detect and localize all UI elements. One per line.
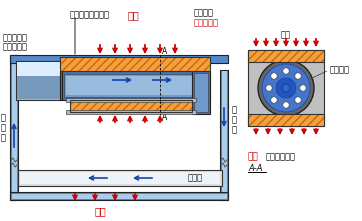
Text: 御
板
縁: 御 板 縁 [232, 106, 237, 134]
Bar [194, 73, 208, 112]
Circle shape [276, 78, 296, 98]
Text: 蒸発器（円筒形）: 蒸発器（円筒形） [70, 10, 110, 19]
Circle shape [295, 97, 301, 103]
Circle shape [283, 102, 289, 108]
Circle shape [271, 73, 277, 79]
Text: ウィック: ウィック [194, 8, 214, 17]
Text: 凝縮器: 凝縮器 [188, 173, 203, 183]
Bar [60, 71, 210, 100]
Bar [17, 76, 61, 99]
Bar [60, 57, 210, 71]
Circle shape [271, 97, 277, 103]
Text: グルーブ: グルーブ [330, 65, 350, 74]
Text: （多孔質）: （多孔質） [194, 18, 219, 27]
Bar [64, 74, 206, 97]
Bar [66, 98, 196, 102]
Text: A-A: A-A [248, 164, 262, 173]
Bar [222, 71, 227, 199]
Bar [16, 61, 62, 100]
Bar [18, 170, 222, 186]
Bar [10, 55, 18, 200]
Text: 放熱: 放熱 [94, 206, 106, 216]
Bar [248, 114, 324, 126]
Bar [70, 100, 192, 112]
Circle shape [300, 85, 306, 91]
Text: 吸熱: 吸熱 [248, 152, 259, 161]
Bar [70, 100, 192, 112]
Bar [220, 70, 228, 200]
Text: 吸熱: 吸熱 [127, 10, 139, 20]
Circle shape [262, 64, 310, 112]
Text: 熱源: 熱源 [281, 30, 291, 39]
Circle shape [295, 73, 301, 79]
Circle shape [283, 68, 289, 74]
Bar [248, 50, 324, 126]
Bar [10, 55, 228, 63]
Text: 金属ブロック: 金属ブロック [266, 152, 296, 161]
Text: リザーバー: リザーバー [3, 33, 28, 42]
Circle shape [266, 85, 272, 91]
Bar [66, 76, 204, 95]
Bar [12, 56, 17, 199]
Bar [10, 192, 228, 200]
Bar [60, 57, 210, 71]
Bar [248, 114, 324, 126]
Circle shape [258, 60, 314, 116]
Bar [248, 50, 324, 62]
Bar [192, 71, 210, 114]
Text: 蒸
気
管: 蒸 気 管 [0, 114, 5, 142]
Text: （液溜め）: （液溜め） [3, 42, 28, 51]
Circle shape [282, 84, 290, 92]
Bar [66, 110, 196, 114]
Bar [12, 194, 227, 198]
Text: A: A [162, 48, 167, 57]
Bar [17, 62, 61, 76]
Bar [248, 50, 324, 62]
Text: A: A [162, 114, 167, 122]
Bar [20, 172, 220, 184]
